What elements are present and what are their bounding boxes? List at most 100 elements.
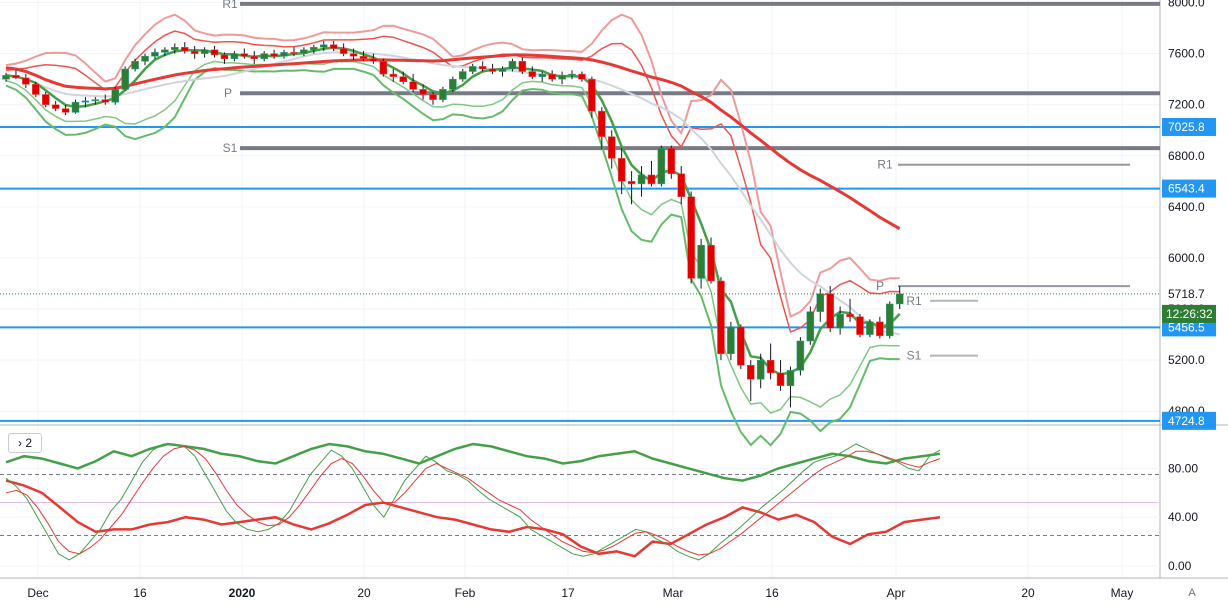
candle-body — [419, 89, 427, 95]
candle-body — [488, 68, 497, 72]
candle-body — [697, 244, 705, 279]
candle-body — [766, 359, 775, 374]
candle-body — [588, 78, 596, 112]
candle-body — [190, 50, 199, 54]
candle-body — [449, 78, 457, 90]
candle-body — [647, 174, 656, 185]
candle-body — [836, 313, 844, 329]
price-tick-label: 5200.0 — [1168, 353, 1205, 367]
candle-body — [161, 49, 169, 53]
time-tick-label: 20 — [1021, 586, 1035, 600]
candle-body — [747, 365, 755, 380]
candle-body — [468, 66, 477, 72]
candle-body — [886, 303, 894, 337]
candle-body — [737, 326, 745, 366]
candle-body — [240, 53, 249, 57]
oscillator-d-line — [5, 445, 941, 556]
pivot-label: R1 — [906, 294, 922, 308]
price-axis-badge-label: 7025.8 — [1168, 120, 1205, 134]
candle-body — [71, 101, 80, 113]
countdown-label: 12:26:32 — [1166, 307, 1213, 321]
price-tick-label: 6400.0 — [1168, 200, 1205, 214]
time-tick-label: 2020 — [229, 586, 256, 600]
candle-body — [389, 73, 398, 77]
oscillator-trend-red-line — [5, 479, 941, 558]
candle-body — [320, 44, 328, 48]
candle-body — [121, 68, 129, 90]
pivot-label: S1 — [907, 349, 922, 363]
candle-body — [339, 48, 348, 54]
candle-body — [171, 47, 179, 51]
candle-body — [895, 293, 904, 305]
candle-body — [41, 94, 50, 105]
candle-body — [538, 73, 546, 77]
candle-body — [200, 49, 209, 54]
candle-body — [131, 61, 139, 70]
time-tick-label: 16 — [133, 586, 147, 600]
candle-body — [806, 311, 815, 342]
price-tick-label: 6000.0 — [1168, 251, 1205, 265]
price-axis-badge — [1162, 411, 1216, 430]
price-axis-badge-label: 5456.5 — [1168, 320, 1205, 334]
candle-body — [459, 71, 467, 80]
candle-body — [776, 372, 785, 386]
price-axis-badge-label: 4724.8 — [1168, 414, 1205, 428]
candle-body — [230, 53, 239, 59]
candle-body — [81, 100, 90, 103]
candle-body — [22, 77, 30, 85]
candle-body — [32, 84, 40, 95]
osc-axis-label: 40.00 — [1168, 510, 1198, 524]
candle-body — [816, 293, 825, 312]
pivot-label: R1 — [877, 158, 893, 172]
candle-body — [667, 147, 676, 174]
pivot-label: P — [876, 279, 884, 293]
time-tick-label: May — [1111, 586, 1134, 600]
candle-body — [508, 61, 517, 70]
price-axis-badge — [1162, 117, 1216, 136]
candle-body — [607, 136, 616, 159]
candle-body — [2, 75, 10, 80]
candle-body — [379, 61, 388, 75]
osc-axis-label: 0.00 — [1168, 559, 1192, 573]
oscillator-trend-green-line — [5, 442, 941, 482]
candle-body — [369, 58, 378, 62]
candle-body — [359, 55, 368, 59]
candle-body — [141, 55, 149, 62]
candle-body — [270, 53, 278, 57]
candle-body — [518, 61, 527, 72]
indicator-legend-toggle[interactable]: › 2 — [8, 433, 42, 453]
time-tick-label: 20 — [357, 586, 371, 600]
time-tick-label: 17 — [561, 586, 575, 600]
candle-body — [300, 49, 308, 54]
lower-band-inner-line — [5, 60, 900, 414]
candle-body — [876, 321, 884, 337]
indicator-count: 2 — [25, 436, 33, 450]
candle-body — [637, 174, 646, 185]
candle-body — [558, 75, 566, 80]
auto-scale-button[interactable]: A — [1188, 587, 1196, 599]
pivot-label: R1 — [222, 0, 238, 11]
candle-body — [220, 54, 229, 59]
candle-body — [856, 316, 864, 335]
candle-body — [598, 110, 606, 137]
candle-body — [61, 108, 70, 113]
candle-body — [578, 73, 586, 80]
candle-body — [657, 147, 666, 185]
candle-body — [548, 73, 556, 80]
candle-body — [478, 66, 487, 70]
candle-body — [866, 321, 874, 335]
candle-body — [568, 73, 576, 76]
osc-axis-label: 80.00 — [1168, 461, 1198, 475]
oscillator-k-line — [5, 443, 941, 561]
time-tick-label: 16 — [765, 586, 779, 600]
slow-moving-average-line — [5, 51, 900, 336]
candle-body — [250, 55, 258, 59]
candle-body — [409, 81, 417, 90]
lower-band-outer-line — [5, 67, 900, 447]
candle-body — [707, 244, 715, 282]
long-moving-average-line — [5, 53, 901, 231]
candle-body — [210, 49, 219, 56]
